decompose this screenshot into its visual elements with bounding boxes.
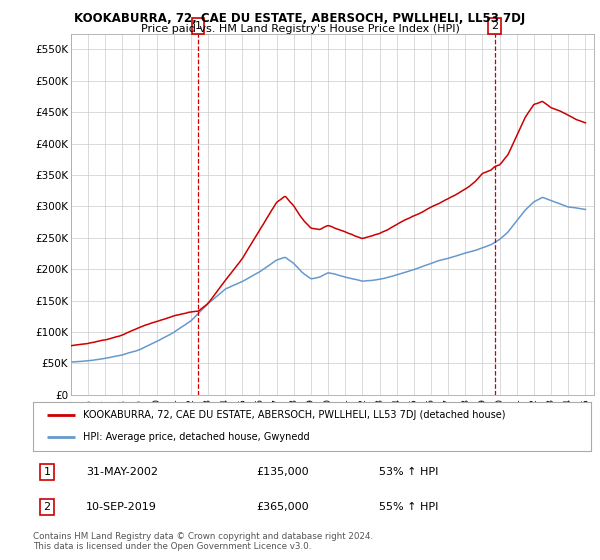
Text: 1: 1: [194, 21, 202, 31]
Text: 53% ↑ HPI: 53% ↑ HPI: [379, 467, 439, 477]
Text: 55% ↑ HPI: 55% ↑ HPI: [379, 502, 439, 512]
Text: 10-SEP-2019: 10-SEP-2019: [86, 502, 157, 512]
Text: £365,000: £365,000: [256, 502, 309, 512]
Text: 2: 2: [43, 502, 50, 512]
Text: Price paid vs. HM Land Registry's House Price Index (HPI): Price paid vs. HM Land Registry's House …: [140, 24, 460, 34]
Text: Contains HM Land Registry data © Crown copyright and database right 2024.
This d: Contains HM Land Registry data © Crown c…: [33, 532, 373, 552]
Text: 31-MAY-2002: 31-MAY-2002: [86, 467, 158, 477]
Text: KOOKABURRA, 72, CAE DU ESTATE, ABERSOCH, PWLLHELI, LL53 7DJ: KOOKABURRA, 72, CAE DU ESTATE, ABERSOCH,…: [74, 12, 526, 25]
Text: £135,000: £135,000: [256, 467, 309, 477]
Text: KOOKABURRA, 72, CAE DU ESTATE, ABERSOCH, PWLLHELI, LL53 7DJ (detached house): KOOKABURRA, 72, CAE DU ESTATE, ABERSOCH,…: [83, 410, 506, 420]
Text: HPI: Average price, detached house, Gwynedd: HPI: Average price, detached house, Gwyn…: [83, 432, 310, 442]
Text: 1: 1: [43, 467, 50, 477]
Text: 2: 2: [491, 21, 498, 31]
